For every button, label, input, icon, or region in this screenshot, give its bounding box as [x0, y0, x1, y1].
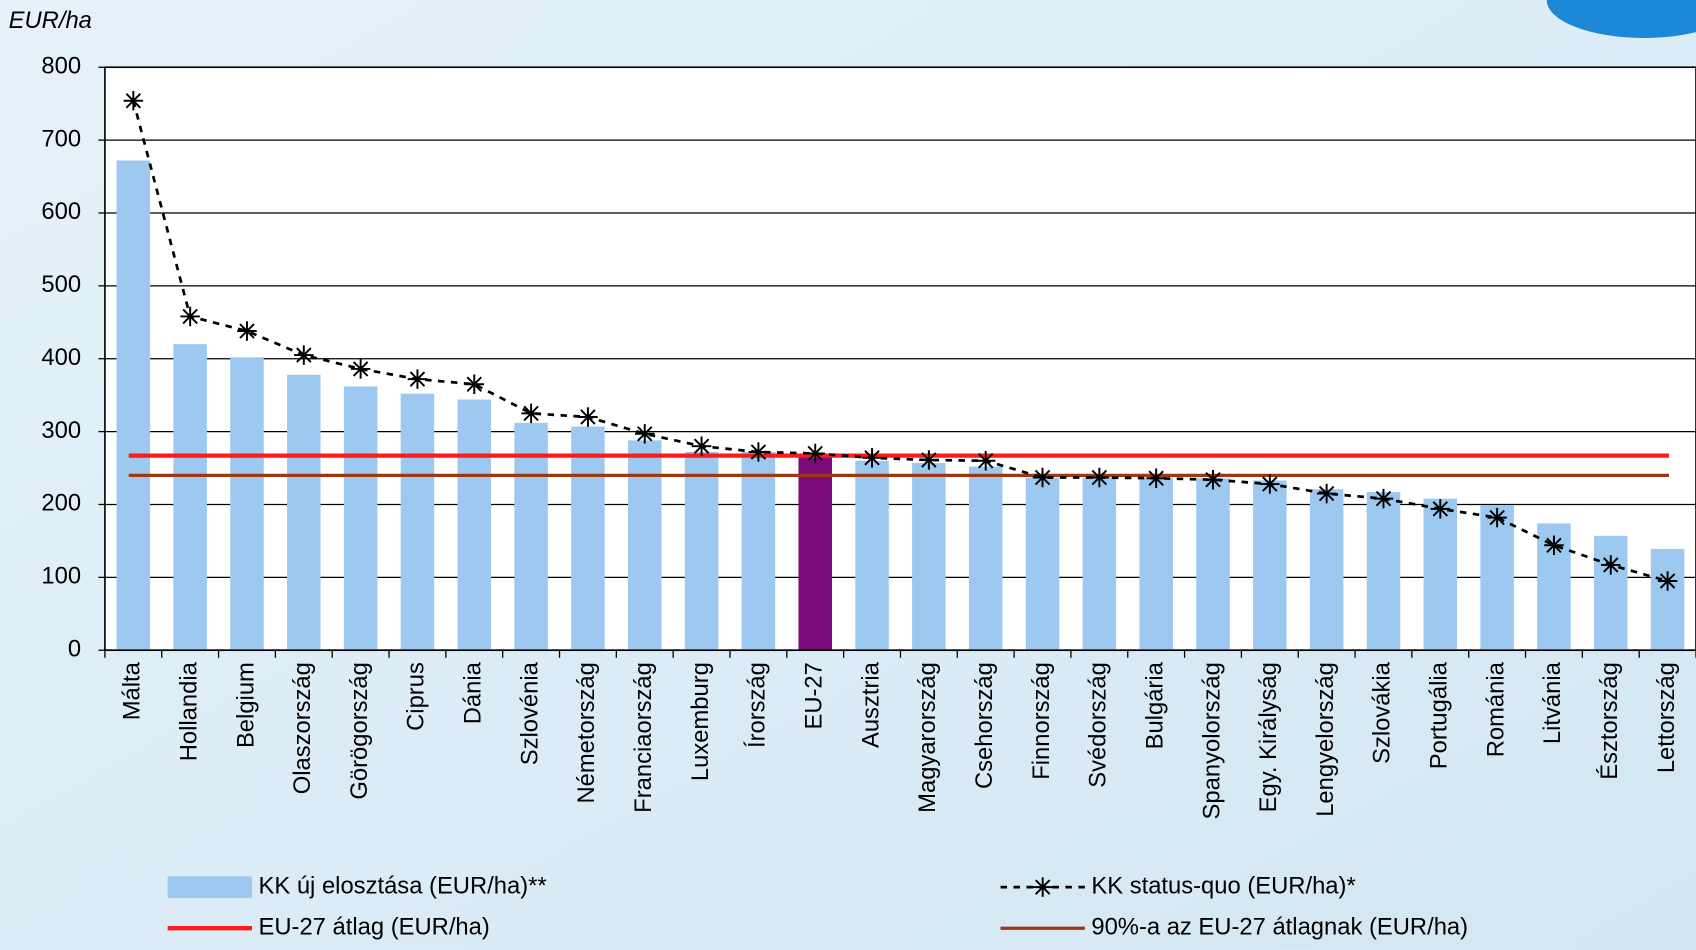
x-tick-label: Szlovákia	[1369, 661, 1396, 764]
x-tick-label: Dánia	[460, 661, 487, 724]
bar	[571, 426, 605, 650]
bar	[1083, 478, 1117, 651]
bar	[1139, 478, 1173, 650]
marker	[805, 444, 824, 463]
x-tick-label: Szlovénia	[516, 661, 543, 765]
x-tick-label: Franciaország	[630, 662, 657, 813]
bar	[1367, 492, 1401, 650]
x-tick-label: Ciprus	[403, 662, 430, 731]
marker	[919, 450, 938, 469]
x-tick-label: Spanyolország	[1198, 662, 1225, 819]
marker	[124, 91, 143, 110]
bar	[173, 344, 207, 650]
bar	[1026, 478, 1060, 651]
x-tick-label: Észtország	[1596, 662, 1623, 780]
marker	[408, 369, 427, 388]
x-tick-label: Lengyelország	[1312, 662, 1339, 817]
marker	[692, 436, 711, 455]
bar	[1310, 489, 1344, 650]
marker	[1090, 468, 1109, 487]
marker	[1544, 536, 1563, 555]
marker	[1317, 484, 1336, 503]
marker	[1431, 499, 1450, 518]
marker	[521, 404, 540, 423]
bar	[1594, 536, 1628, 650]
x-tick-label: Magyarország	[914, 662, 941, 813]
marker	[749, 442, 768, 461]
marker	[1260, 474, 1279, 493]
x-tick-label: Görögország	[346, 662, 373, 799]
bar	[1253, 480, 1287, 650]
bar	[628, 440, 662, 650]
x-tick-label: Németország	[573, 662, 600, 803]
marker	[1374, 489, 1393, 508]
x-tick-label: Ausztria	[857, 661, 884, 748]
legend-label: KK status-quo (EUR/ha)*	[1091, 872, 1355, 899]
marker	[1658, 571, 1677, 590]
legend-label: 90%-a az EU-27 átlagnak (EUR/ha)	[1091, 913, 1468, 940]
x-tick-label: Írország	[744, 662, 771, 748]
bar	[798, 455, 832, 650]
marker	[1487, 508, 1506, 527]
marker	[578, 407, 597, 426]
x-tick-label: Litvánia	[1539, 661, 1566, 744]
x-tick-label: Málta	[119, 661, 146, 720]
y-tick-label: 400	[41, 344, 81, 371]
bar	[401, 394, 435, 651]
x-tick-label: Egy. Királyság	[1255, 662, 1282, 812]
x-tick-label: Bulgária	[1141, 661, 1168, 749]
bar	[344, 386, 378, 650]
bar	[685, 452, 719, 650]
x-tick-label: Svédország	[1085, 662, 1112, 788]
y-tick-label: 600	[41, 198, 81, 225]
y-tick-label: 200	[41, 490, 81, 517]
y-tick-label: 500	[41, 271, 81, 298]
page: {"chart_data": { "type": "bar", "y_label…	[0, 0, 1696, 950]
marker	[635, 424, 654, 443]
bar	[912, 463, 946, 650]
y-tick-label: 700	[41, 125, 81, 152]
x-tick-label: Belgium	[232, 662, 259, 748]
marker	[180, 307, 199, 326]
legend-label: KK új elosztása (EUR/ha)**	[259, 872, 547, 899]
y-tick-label: 0	[68, 636, 81, 663]
bar	[1424, 499, 1458, 651]
x-tick-label: Hollandia	[175, 661, 202, 761]
bar	[117, 161, 151, 651]
y-tick-label: 300	[41, 417, 81, 444]
bar	[969, 467, 1003, 651]
marker	[294, 345, 313, 364]
x-tick-label: Románia	[1482, 661, 1509, 757]
bar	[742, 452, 776, 650]
chart: EUR/ha 0 100 200 300 400 500 600 700 800 Málta Hol…	[0, 0, 1696, 950]
bar	[230, 357, 264, 650]
marker	[862, 448, 881, 467]
x-tick-label: EU-27	[801, 662, 828, 729]
marker	[465, 374, 484, 393]
bar	[458, 400, 492, 651]
marker	[976, 451, 995, 470]
marker	[237, 321, 256, 340]
marker	[1601, 555, 1620, 574]
x-tick-label: Luxemburg	[687, 662, 714, 781]
y-tick-label: 800	[41, 53, 81, 80]
bar	[287, 375, 321, 650]
marker	[1146, 469, 1165, 488]
bar	[1196, 478, 1230, 650]
x-tick-label: Finnország	[1028, 662, 1055, 780]
marker	[1203, 470, 1222, 489]
x-tick-label: Olaszország	[289, 662, 316, 794]
bar	[1651, 549, 1685, 650]
x-tick-label: Csehország	[971, 662, 998, 789]
y-axis-label: EUR/ha	[9, 7, 92, 34]
y-tick-label: 100	[41, 563, 81, 590]
legend-swatch	[168, 876, 252, 898]
marker	[351, 359, 370, 378]
marker	[1033, 468, 1052, 487]
x-tick-label: Lettország	[1653, 662, 1680, 773]
bar	[855, 461, 889, 650]
x-tick-label: Portugália	[1426, 661, 1453, 769]
legend-label: EU-27 átlag (EUR/ha)	[259, 913, 490, 940]
legend-marker	[1033, 877, 1052, 896]
